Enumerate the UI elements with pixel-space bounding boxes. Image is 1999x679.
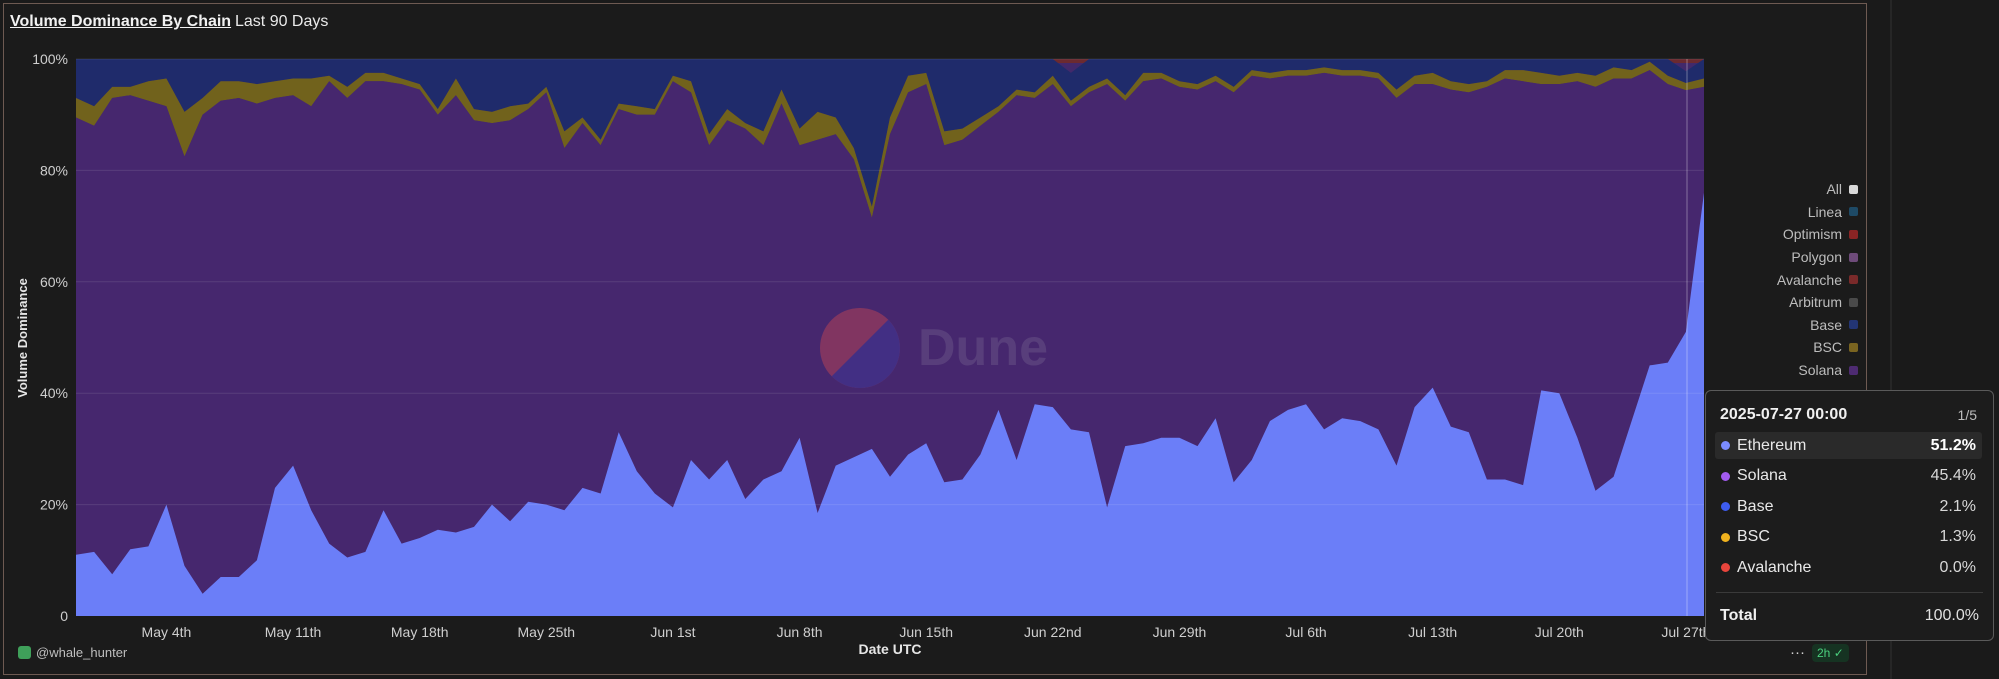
legend-swatch	[1849, 275, 1858, 285]
chart-tooltip: 2025-07-27 00:00 1/5 Ethereum 51.2% Solana…	[1705, 390, 1994, 641]
legend-label: Linea	[1807, 203, 1842, 220]
author-credit[interactable]: @whale_hunter	[18, 645, 127, 660]
y-axis-label: Volume Dominance	[15, 278, 30, 398]
y-tick-label: 20%	[40, 497, 68, 513]
series-dot-icon	[1721, 441, 1730, 450]
x-tick-label: Jun 8th	[777, 624, 823, 640]
tooltip-row-bsc: BSC 1.3%	[1715, 524, 1982, 551]
author-avatar-icon	[18, 646, 31, 659]
tooltip-series-value: 1.3%	[1939, 528, 1976, 545]
tooltip-row-base: Base 2.1%	[1715, 493, 1982, 520]
tooltip-series-value: 2.1%	[1939, 497, 1976, 515]
chart-subtitle: Last 90 Days	[235, 13, 329, 30]
tooltip-total-label: Total	[1720, 607, 1758, 624]
dune-logo-icon	[820, 308, 900, 388]
legend-label: All	[1826, 181, 1842, 198]
tooltip-series-name: Solana	[1737, 467, 1787, 484]
panel-divider	[1890, 0, 1892, 679]
legend-item-all[interactable]: All	[1720, 178, 1858, 201]
legend-item-linea[interactable]: Linea	[1720, 201, 1858, 224]
x-tick-label: May 18th	[391, 624, 449, 640]
x-tick-label: Jul 27th	[1661, 624, 1710, 640]
refresh-age: 2h	[1817, 646, 1831, 660]
legend-swatch	[1849, 252, 1858, 262]
legend-item-solana[interactable]: Solana	[1720, 359, 1858, 382]
dune-watermark: Dune	[820, 308, 1048, 388]
legend-swatch	[1849, 229, 1858, 239]
x-tick-label: May 4th	[142, 624, 192, 640]
legend-item-arbitrum[interactable]: Arbitrum	[1720, 291, 1858, 314]
x-tick-label: Jun 22nd	[1024, 624, 1082, 640]
legend-item-polygon[interactable]: Polygon	[1720, 246, 1858, 269]
legend-swatch	[1849, 207, 1858, 217]
tooltip-total-value: 100.0%	[1924, 607, 1979, 624]
more-options-button[interactable]: ···	[1790, 644, 1805, 661]
tooltip-series-name: Base	[1737, 497, 1774, 515]
tooltip-row-avalanche: Avalanche 0.0%	[1715, 554, 1982, 581]
x-tick-label: Jul 20th	[1535, 624, 1584, 640]
tooltip-series-value: 51.2%	[1930, 436, 1976, 454]
legend-label: Polygon	[1791, 249, 1842, 266]
y-tick-label: 100%	[32, 51, 68, 67]
legend-swatch	[1849, 297, 1858, 307]
y-tick-label: 0	[60, 608, 68, 624]
series-dot-icon	[1721, 471, 1730, 481]
legend-label: Avalanche	[1776, 271, 1842, 288]
x-tick-label: Jul 13th	[1408, 624, 1457, 640]
legend-label: Arbitrum	[1789, 294, 1842, 311]
tooltip-date: 2025-07-27 00:00	[1720, 406, 1848, 423]
legend-item-avalanche[interactable]: Avalanche	[1720, 268, 1858, 291]
legend-item-optimism[interactable]: Optimism	[1720, 223, 1858, 246]
series-dot-icon	[1721, 532, 1730, 542]
tooltip-row-ethereum: Ethereum 51.2%	[1715, 432, 1982, 459]
legend-swatch	[1849, 184, 1858, 194]
legend-swatch	[1849, 365, 1858, 375]
tooltip-divider	[1716, 592, 1983, 593]
x-tick-label: May 25th	[518, 624, 576, 640]
tooltip-page-indicator: 1/5	[1957, 407, 1977, 423]
series-area-solana[interactable]	[76, 70, 1704, 594]
series-dot-icon	[1721, 563, 1730, 572]
x-tick-label: May 11th	[265, 624, 322, 640]
author-name: @whale_hunter	[36, 645, 128, 660]
legend-swatch	[1849, 342, 1858, 352]
tooltip-series-name: BSC	[1737, 528, 1770, 545]
legend-label: BSC	[1813, 339, 1842, 356]
series-area-base[interactable]	[76, 59, 1704, 207]
tooltip-series-name: Avalanche	[1737, 558, 1812, 576]
legend-item-bsc[interactable]: BSC	[1720, 336, 1858, 359]
legend-label: Base	[1810, 316, 1842, 333]
refresh-status-badge[interactable]: 2h ✓	[1812, 644, 1849, 662]
dune-watermark-text: Dune	[918, 319, 1048, 377]
legend-item-base[interactable]: Base	[1720, 314, 1858, 337]
chart-legend: All Linea Optimism Polygon Avalanche Arbitrum…	[1720, 178, 1858, 381]
tooltip-series-name: Ethereum	[1737, 436, 1807, 454]
tooltip-series-value: 0.0%	[1939, 558, 1976, 576]
legend-label: Solana	[1798, 362, 1842, 379]
series-area-bsc[interactable]	[76, 61, 1704, 218]
x-tick-label: Jun 29th	[1153, 624, 1207, 640]
series-area-ethereum[interactable]	[76, 192, 1704, 616]
x-tick-label: Jun 15th	[899, 624, 953, 640]
x-tick-label: Jul 6th	[1285, 624, 1326, 640]
tooltip-series-value: 45.4%	[1930, 467, 1976, 484]
check-circle-icon: ✓	[1833, 646, 1844, 660]
y-tick-label: 60%	[40, 274, 68, 290]
tooltip-row-solana: Solana 45.4%	[1715, 463, 1982, 490]
x-tick-label: Jun 1st	[650, 624, 695, 640]
y-tick-label: 80%	[40, 162, 68, 178]
y-tick-label: 40%	[40, 385, 68, 401]
series-dot-icon	[1721, 502, 1730, 511]
chart-title[interactable]: Volume Dominance By Chain	[10, 13, 232, 30]
legend-swatch	[1849, 320, 1858, 330]
x-axis-label: Date UTC	[858, 641, 921, 657]
legend-label: Optimism	[1782, 226, 1842, 243]
